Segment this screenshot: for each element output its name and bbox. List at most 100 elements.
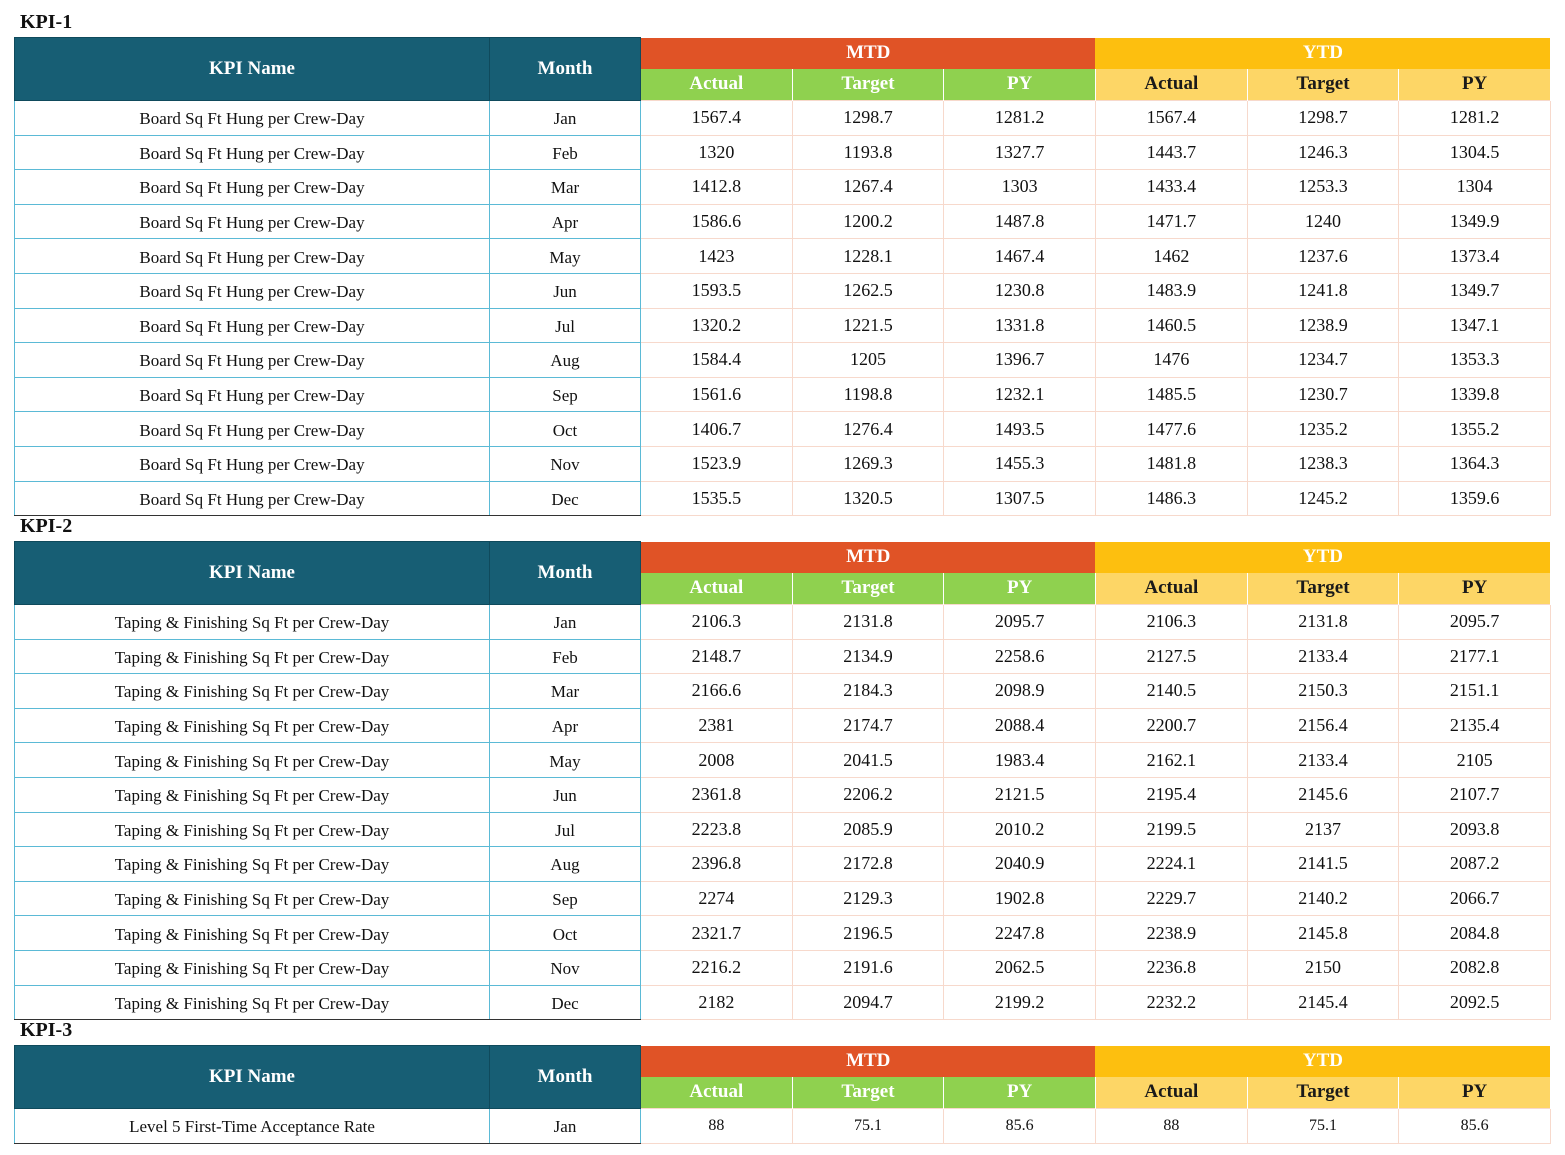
header-kpi-name: KPI Name — [14, 1045, 490, 1109]
mtd-target-cell: 1200.2 — [791, 203, 945, 240]
ytd-actual-cell: 2140.5 — [1094, 673, 1248, 709]
ytd-actual-cell: 1433.4 — [1094, 169, 1248, 205]
mtd-actual-cell: 2223.8 — [640, 811, 793, 848]
mtd-actual-cell: 1406.7 — [640, 411, 793, 447]
ytd-target-cell: 1253.3 — [1246, 169, 1400, 205]
mtd-target-cell: 2196.5 — [791, 915, 945, 951]
mtd-target-cell: 75.1 — [791, 1108, 945, 1144]
table-row: Taping & Finishing Sq Ft per Crew-Day Oct… — [14, 915, 1551, 951]
mtd-py-cell: 1455.3 — [943, 445, 1096, 482]
header-ytd: YTD — [1095, 1045, 1551, 1077]
table-row: Board Sq Ft Hung per Crew-Day May 1423 1228… — [14, 238, 1551, 274]
mtd-target-cell: 1262.5 — [791, 272, 945, 309]
mtd-py-cell: 2258.6 — [943, 638, 1096, 675]
mtd-target-cell: 1228.1 — [791, 238, 945, 274]
mtd-target-cell: 1205 — [791, 342, 945, 378]
mtd-py-cell: 85.6 — [943, 1108, 1096, 1144]
mtd-actual-cell: 1593.5 — [640, 272, 793, 309]
table-row: Taping & Finishing Sq Ft per Crew-Day May… — [14, 742, 1551, 778]
kpi-table: KPI Name Month MTD YTD Actual Target PY Actual T… — [14, 1045, 1551, 1144]
table-row: Board Sq Ft Hung per Crew-Day Jan 1567.4 12… — [14, 100, 1551, 136]
ytd-target-cell: 1246.3 — [1246, 134, 1400, 171]
header-mtd-py: PY — [943, 1076, 1096, 1109]
mtd-actual-cell: 2106.3 — [640, 604, 793, 640]
month-cell: Jan — [489, 1108, 641, 1144]
ytd-actual-cell: 2195.4 — [1094, 776, 1248, 813]
mtd-py-cell: 1493.5 — [943, 411, 1096, 447]
mtd-py-cell: 1487.8 — [943, 203, 1096, 240]
header-mtd-py: PY — [943, 68, 1096, 101]
mtd-py-cell: 2247.8 — [943, 915, 1096, 951]
mtd-actual-cell: 2216.2 — [640, 949, 793, 986]
ytd-py-cell: 2082.8 — [1398, 949, 1551, 986]
month-cell: Mar — [489, 169, 641, 205]
table-row: Taping & Finishing Sq Ft per Crew-Day Nov… — [14, 949, 1551, 986]
table-row: Taping & Finishing Sq Ft per Crew-Day Sep… — [14, 880, 1551, 917]
ytd-target-cell: 1240 — [1246, 203, 1400, 240]
ytd-py-cell: 2177.1 — [1398, 638, 1551, 675]
mtd-target-cell: 1298.7 — [791, 100, 945, 136]
mtd-actual-cell: 1412.8 — [640, 169, 793, 205]
kpi-table: KPI Name Month MTD YTD Actual Target PY Actual T… — [14, 37, 1551, 517]
mtd-actual-cell: 1320.2 — [640, 307, 793, 344]
mtd-py-cell: 1983.4 — [943, 742, 1096, 778]
kpi-name-cell: Taping & Finishing Sq Ft per Crew-Day — [14, 880, 490, 917]
mtd-target-cell: 1221.5 — [791, 307, 945, 344]
kpi-name-cell: Taping & Finishing Sq Ft per Crew-Day — [14, 949, 490, 986]
ytd-py-cell: 1304.5 — [1398, 134, 1551, 171]
month-cell: Jul — [489, 307, 641, 344]
header-month: Month — [489, 37, 641, 101]
table-row: Taping & Finishing Sq Ft per Crew-Day Dec… — [14, 984, 1551, 1021]
mtd-py-cell: 1281.2 — [943, 100, 1096, 136]
header-ytd: YTD — [1095, 37, 1551, 69]
ytd-py-cell: 1349.9 — [1398, 203, 1551, 240]
header-month: Month — [489, 541, 641, 605]
mtd-target-cell: 2184.3 — [791, 673, 945, 709]
ytd-target-cell: 2141.5 — [1246, 846, 1400, 882]
ytd-target-cell: 2145.8 — [1246, 915, 1400, 951]
mtd-target-cell: 1276.4 — [791, 411, 945, 447]
mtd-py-cell: 2199.2 — [943, 984, 1096, 1021]
month-cell: Feb — [489, 134, 641, 171]
ytd-actual-cell: 2162.1 — [1094, 742, 1248, 778]
header-mtd: MTD — [640, 37, 1096, 69]
mtd-target-cell: 2129.3 — [791, 880, 945, 917]
mtd-py-cell: 1232.1 — [943, 376, 1096, 413]
mtd-actual-cell: 1423 — [640, 238, 793, 274]
month-cell: Feb — [489, 638, 641, 675]
month-cell: Jun — [489, 776, 641, 813]
ytd-actual-cell: 1460.5 — [1094, 307, 1248, 344]
mtd-target-cell: 2131.8 — [791, 604, 945, 640]
kpi-table-section: KPI Name Month MTD YTD Actual Target PY Actual T… — [14, 541, 1551, 1021]
kpi-name-cell: Taping & Finishing Sq Ft per Crew-Day — [14, 846, 490, 882]
ytd-actual-cell: 2238.9 — [1094, 915, 1248, 951]
ytd-py-cell: 85.6 — [1398, 1108, 1551, 1144]
header-mtd: MTD — [640, 1045, 1096, 1077]
mtd-py-cell: 2095.7 — [943, 604, 1096, 640]
ytd-actual-cell: 1481.8 — [1094, 445, 1248, 482]
header-kpi-name: KPI Name — [14, 37, 490, 101]
ytd-target-cell: 1235.2 — [1246, 411, 1400, 447]
month-cell: Nov — [489, 949, 641, 986]
kpi-name-cell: Board Sq Ft Hung per Crew-Day — [14, 376, 490, 413]
mtd-actual-cell: 1561.6 — [640, 376, 793, 413]
ytd-py-cell: 2066.7 — [1398, 880, 1551, 917]
kpi-name-cell: Taping & Finishing Sq Ft per Crew-Day — [14, 673, 490, 709]
month-cell: Jul — [489, 811, 641, 848]
mtd-actual-cell: 1523.9 — [640, 445, 793, 482]
ytd-py-cell: 1373.4 — [1398, 238, 1551, 274]
kpi-table: KPI Name Month MTD YTD Actual Target PY Actual T… — [14, 541, 1551, 1021]
ytd-py-cell: 2135.4 — [1398, 707, 1551, 744]
header-mtd: MTD — [640, 541, 1096, 573]
month-cell: Nov — [489, 445, 641, 482]
header-mtd-target: Target — [792, 1076, 945, 1109]
mtd-actual-cell: 1584.4 — [640, 342, 793, 378]
ytd-py-cell: 1355.2 — [1398, 411, 1551, 447]
header-ytd-actual: Actual — [1095, 1076, 1248, 1109]
mtd-py-cell: 2098.9 — [943, 673, 1096, 709]
section-title: KPI-2 — [20, 515, 73, 537]
mtd-target-cell: 1198.8 — [791, 376, 945, 413]
kpi-name-cell: Board Sq Ft Hung per Crew-Day — [14, 169, 490, 205]
ytd-target-cell: 2150.3 — [1246, 673, 1400, 709]
month-cell: Jan — [489, 100, 641, 136]
